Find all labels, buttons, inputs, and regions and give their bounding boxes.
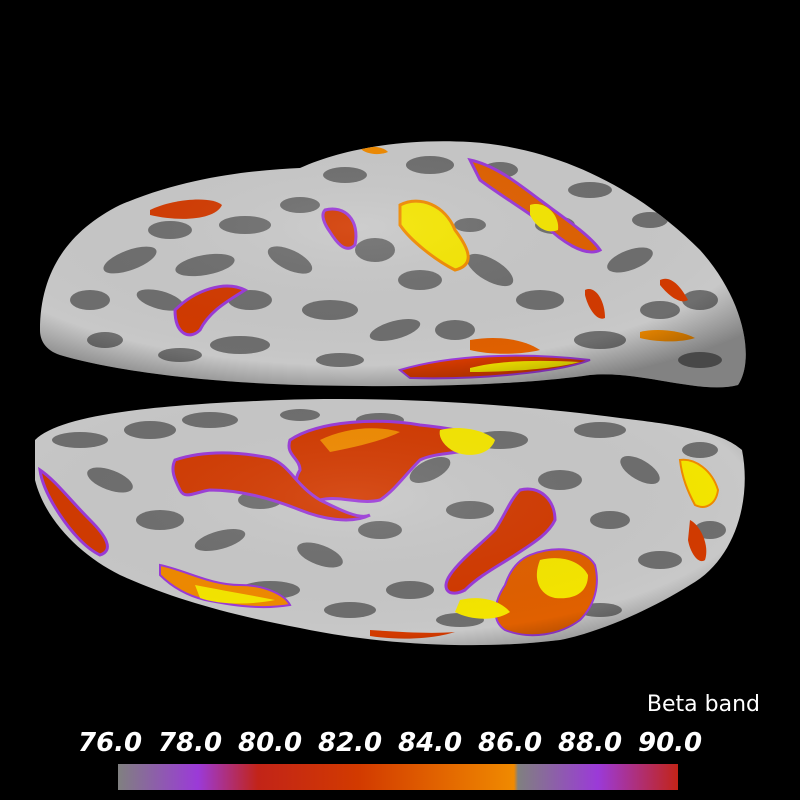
colorbar-tick: 80.0 xyxy=(238,728,303,758)
colorbar-gradient xyxy=(118,764,678,790)
colorbar-tick: 84.0 xyxy=(398,728,463,758)
colorbar-tick: 86.0 xyxy=(478,728,543,758)
colorbar-tick: 88.0 xyxy=(558,728,623,758)
colorbar-tick: 90.0 xyxy=(638,728,703,758)
colorbar-tick: 78.0 xyxy=(158,728,223,758)
colorbar xyxy=(118,764,678,790)
colorbar-tick: 76.0 xyxy=(78,728,143,758)
bottom-hemisphere xyxy=(35,399,745,646)
colorbar-tick: 82.0 xyxy=(318,728,383,758)
band-label: Beta band xyxy=(646,692,760,717)
colorbar-tick-labels: 76.0 78.0 80.0 82.0 84.0 86.0 88.0 90.0 xyxy=(78,728,718,762)
top-hemisphere xyxy=(40,141,746,388)
